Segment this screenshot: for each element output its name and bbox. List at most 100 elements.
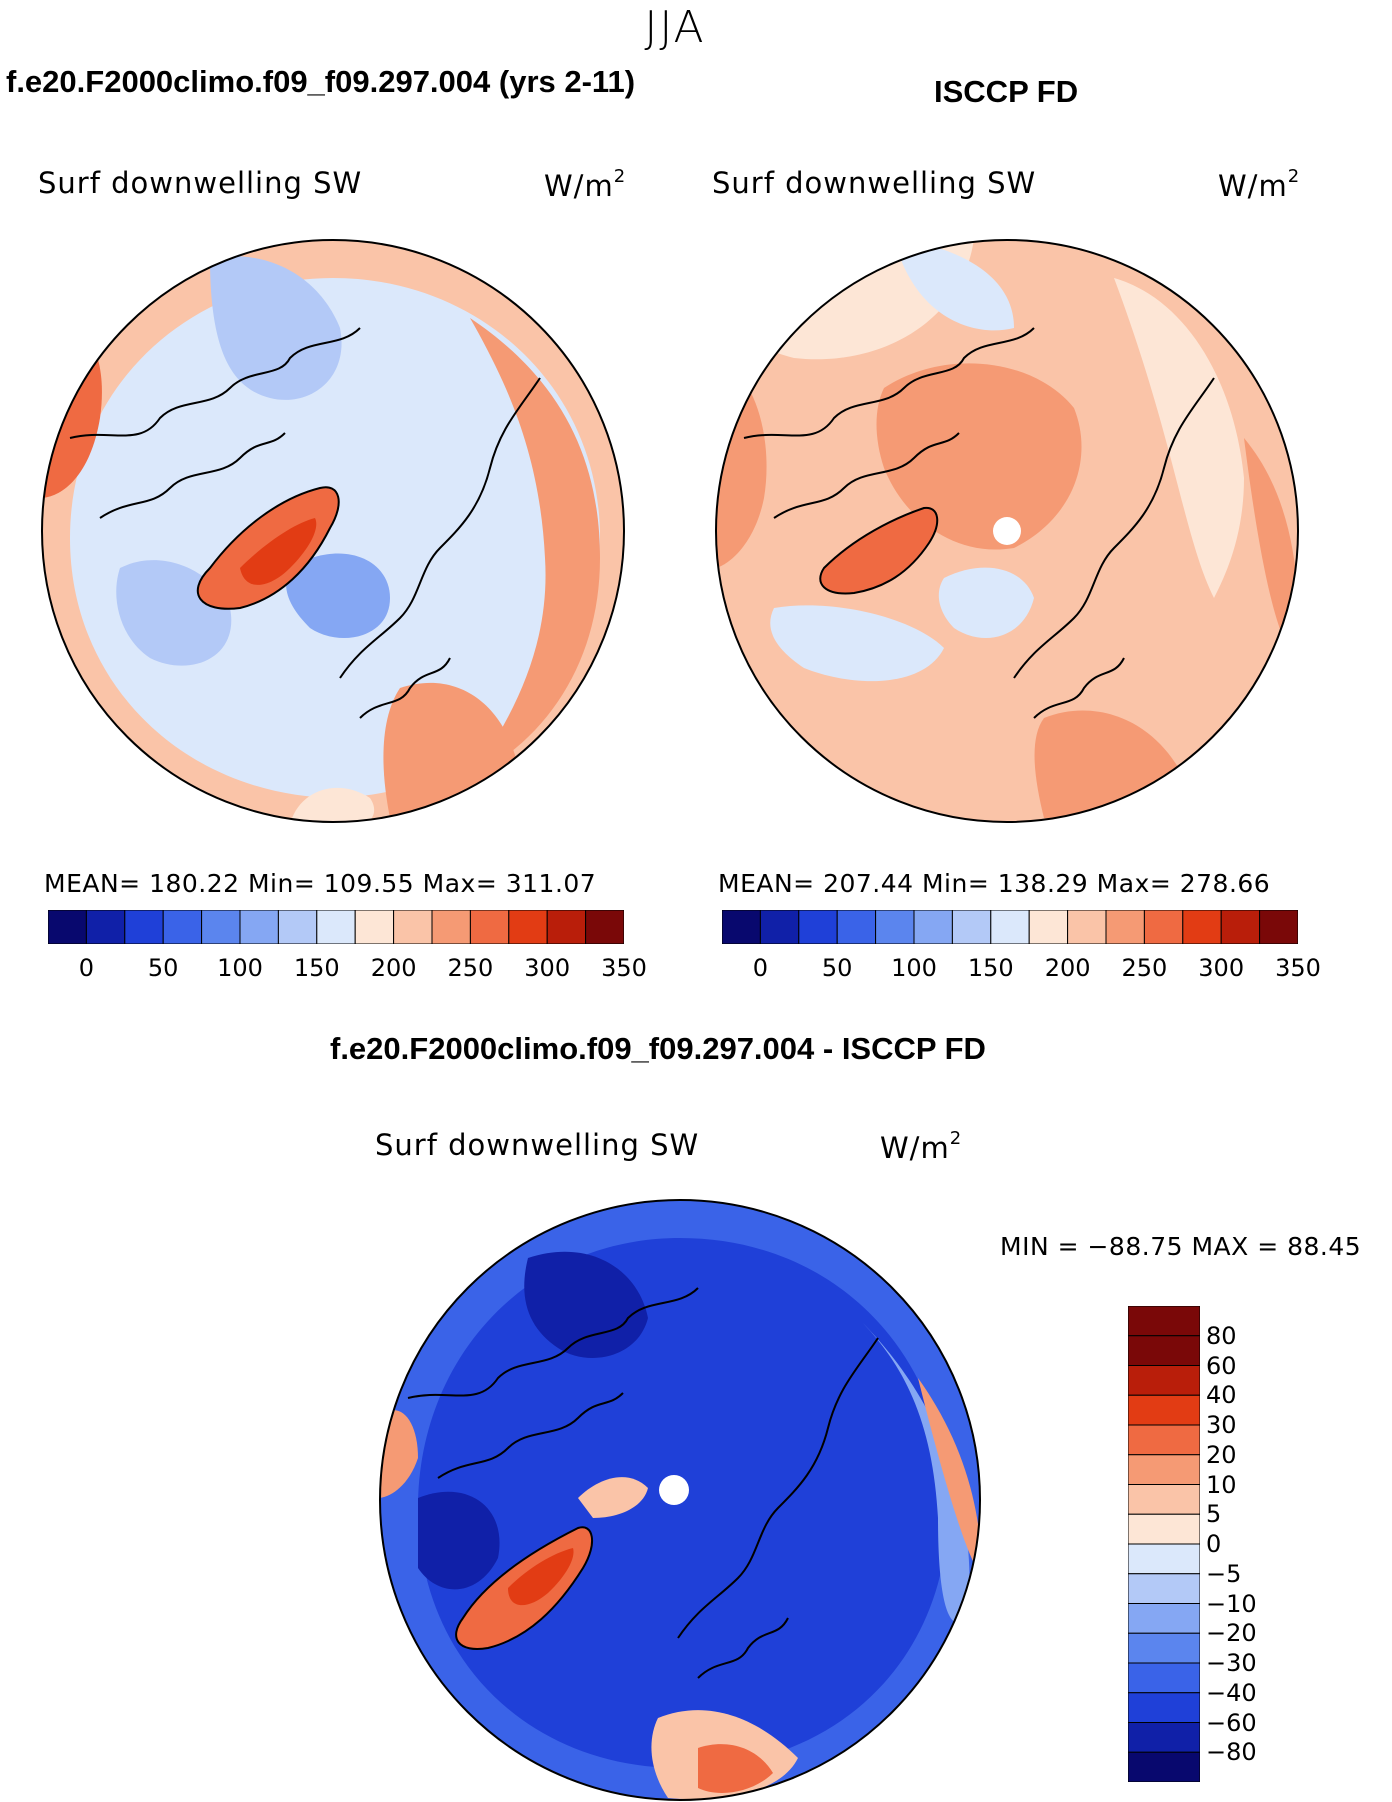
colorbar-swatch bbox=[1067, 910, 1107, 944]
diff-colorbar-swatch bbox=[1128, 1306, 1200, 1337]
panel1-polar-map bbox=[41, 239, 625, 823]
diff-south-hot-patch bbox=[698, 1744, 773, 1793]
diff-colorbar-label: −80 bbox=[1206, 1738, 1257, 1767]
diff-colorbar-label: 40 bbox=[1206, 1381, 1237, 1410]
colorbar-swatch bbox=[836, 910, 877, 944]
colorbar-tick-label: 300 bbox=[1198, 954, 1245, 982]
colorbar-swatch bbox=[1259, 910, 1298, 944]
panel2-east-light bbox=[1114, 278, 1244, 598]
diff-colorbar-swatch bbox=[1128, 1484, 1200, 1515]
panel2-sea-light-blue bbox=[938, 567, 1034, 638]
panel2-siberia-light-blue bbox=[894, 240, 1014, 331]
diff-coastline-east bbox=[677, 1337, 879, 1639]
diff-colorbar-swatch bbox=[1128, 1722, 1200, 1753]
colorbar-tick-label: 0 bbox=[78, 954, 95, 982]
diff-coastline-scandinavia bbox=[697, 1617, 789, 1679]
diff-colorbar-label: 10 bbox=[1206, 1470, 1237, 1499]
panel1-coastline-east bbox=[339, 377, 541, 679]
diff-minmax: MIN = −88.75 MAX = 88.45 bbox=[1000, 1232, 1362, 1261]
colorbar-swatch bbox=[759, 910, 800, 944]
panel2-coastline-greenland bbox=[819, 506, 939, 595]
diff-colorbar-swatch bbox=[1128, 1513, 1200, 1545]
panel1-coastline-greenland bbox=[196, 486, 340, 610]
panel1-map-border bbox=[41, 239, 625, 823]
diff-colorbar-swatch bbox=[1128, 1424, 1200, 1456]
colorbar-swatch bbox=[1105, 910, 1145, 944]
colorbar-tick-label: 100 bbox=[891, 954, 937, 982]
colorbar-swatch bbox=[124, 910, 164, 944]
panel2-coastline-east bbox=[1013, 377, 1215, 679]
panel2-map-border bbox=[715, 239, 1299, 823]
colorbar-swatch bbox=[546, 910, 587, 944]
panel1-siberia-blue bbox=[210, 256, 342, 400]
panel2-coastline-scandinavia bbox=[1033, 657, 1125, 719]
diff-colorbar-label: −40 bbox=[1206, 1678, 1257, 1707]
panel2-pole-gap bbox=[993, 517, 1021, 545]
colorbar-swatch bbox=[585, 910, 624, 944]
diff-units-label: W/m2 bbox=[880, 1128, 963, 1165]
diff-colorbar-swatch bbox=[1128, 1365, 1200, 1396]
colorbar-swatch bbox=[239, 910, 279, 944]
panel2-coastline-north bbox=[743, 327, 1035, 439]
colorbar-tick-label: 350 bbox=[601, 954, 647, 982]
diff-canada-dark bbox=[418, 1491, 500, 1590]
diff-colorbar-swatch bbox=[1128, 1573, 1200, 1604]
colorbar-tick-label: 200 bbox=[370, 954, 417, 982]
colorbar-swatch bbox=[48, 910, 87, 944]
diff-variable-label: Surf downwelling SW bbox=[375, 1128, 700, 1162]
diff-colorbar-swatch bbox=[1128, 1692, 1200, 1723]
panel2-atlantic-light-blue bbox=[770, 605, 944, 682]
diff-east-warm-edge bbox=[918, 1378, 980, 1578]
panel2-arctic-warm-core bbox=[876, 363, 1082, 550]
panel2-east-warm-band bbox=[1244, 438, 1298, 658]
diff-coastline-archipelago bbox=[437, 1392, 624, 1479]
diff-colorbar-swatch bbox=[1128, 1454, 1200, 1485]
panel2-variable-label: Surf downwelling SW bbox=[712, 166, 1037, 200]
colorbar-swatch bbox=[722, 910, 761, 944]
panel1-greenland-core bbox=[240, 518, 317, 585]
colorbar-tick-label: 50 bbox=[821, 954, 853, 982]
diff-coastline-greenland bbox=[455, 1526, 594, 1650]
diff-colorbar bbox=[1128, 1306, 1200, 1782]
diff-polar-map bbox=[379, 1199, 981, 1801]
colorbar-swatch bbox=[316, 910, 356, 944]
colorbar-swatch bbox=[1182, 910, 1222, 944]
colorbar-swatch bbox=[393, 910, 433, 944]
diff-colorbar-swatch bbox=[1128, 1603, 1200, 1634]
colorbar-swatch bbox=[1028, 910, 1069, 944]
panel1-variable-label: Surf downwelling SW bbox=[38, 166, 363, 200]
diff-colorbar-swatch bbox=[1128, 1632, 1200, 1664]
colorbar-swatch bbox=[798, 910, 838, 944]
diff-colorbar-label: −10 bbox=[1206, 1589, 1257, 1618]
diff-baffin-light bbox=[578, 1477, 648, 1518]
colorbar-tick-label: 150 bbox=[967, 954, 1014, 982]
diff-colorbar-labels: 80 60 40 30 20 10 5 0 −5 −10 −20 −30 −40 −60 −80 bbox=[1206, 1306, 1286, 1782]
colorbar-swatch bbox=[431, 910, 471, 944]
colorbar-swatch bbox=[913, 910, 953, 944]
diff-coastline-north bbox=[407, 1287, 699, 1399]
colorbar-swatch bbox=[162, 910, 203, 944]
colorbar-swatch bbox=[951, 910, 992, 944]
colorbar-swatch bbox=[1143, 910, 1184, 944]
diff-colorbar-label: 60 bbox=[1206, 1351, 1237, 1380]
diff-panel-title: f.e20.F2000climo.f09_f09.297.004 - ISCCP… bbox=[330, 1031, 986, 1066]
diff-east-light-band bbox=[858, 1318, 970, 1624]
colorbar-tick-label: 50 bbox=[147, 954, 179, 982]
colorbar-tick-label: 150 bbox=[293, 954, 340, 982]
panel2-coastline-archipelago bbox=[773, 432, 960, 519]
diff-colorbar-label: −5 bbox=[1206, 1559, 1242, 1588]
diff-colorbar-swatch bbox=[1128, 1543, 1200, 1575]
diff-greenland-core bbox=[508, 1548, 574, 1606]
colorbar-tick-label: 250 bbox=[447, 954, 494, 982]
panel2-title: ISCCP FD bbox=[934, 74, 1079, 109]
diff-colorbar-label: 20 bbox=[1206, 1440, 1237, 1469]
diff-colorbar-swatch bbox=[1128, 1335, 1200, 1366]
panel1-coastline-north bbox=[69, 327, 361, 439]
colorbar-swatch bbox=[354, 910, 395, 944]
colorbar-swatch bbox=[469, 910, 510, 944]
panel2-polar-map bbox=[715, 239, 1299, 823]
colorbar-tick-label: 250 bbox=[1121, 954, 1168, 982]
colorbar-tick-label: 350 bbox=[1275, 954, 1321, 982]
colorbar-tick-label: 100 bbox=[217, 954, 263, 982]
diff-colorbar-label: 80 bbox=[1206, 1321, 1237, 1350]
